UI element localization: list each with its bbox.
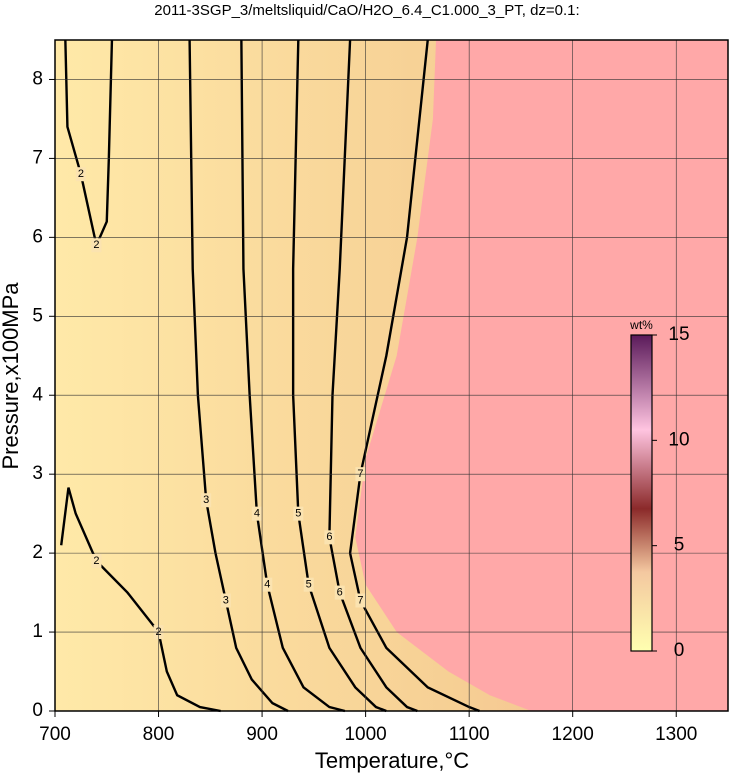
- contour-label-bg: [91, 238, 102, 253]
- contour-line: [60, 487, 221, 713]
- contour-label: 5: [306, 579, 312, 591]
- x-axis-label: Temperature,°C: [315, 748, 469, 773]
- contour-label-bg: [334, 585, 345, 600]
- contour-label: 5: [295, 508, 301, 520]
- contour-label: 4: [264, 579, 270, 591]
- y-axis-label: Pressure,x100MPa: [0, 282, 23, 470]
- colorbar-tick-label: 0: [674, 640, 685, 661]
- colorbar-label: wt%: [629, 318, 653, 332]
- contour-label: 2: [78, 168, 84, 180]
- contour-label-bg: [91, 554, 102, 569]
- y-tick-label: 6: [32, 226, 43, 247]
- contour-label-bg: [324, 530, 335, 545]
- chart-title: 2011-3SGP_3/meltsliquid/CaO/H2O_6.4_C1.0…: [154, 2, 579, 19]
- contour-label-bg: [355, 593, 366, 608]
- colorbar: [630, 334, 653, 652]
- x-tick-label: 1000: [344, 724, 386, 745]
- y-tick-label: 5: [32, 305, 43, 326]
- contour-label-bg: [201, 493, 212, 508]
- y-tick-label: 1: [32, 621, 43, 642]
- contour-line: [348, 39, 480, 713]
- y-tick-label: 7: [32, 147, 43, 168]
- colorbar-tick-label: 5: [674, 535, 685, 556]
- x-tick-label: 1100: [449, 724, 490, 745]
- y-tick-label: 0: [32, 700, 43, 721]
- x-tick-label: 900: [246, 724, 278, 745]
- contour-label: 7: [357, 594, 363, 606]
- y-tick-label: 3: [32, 463, 43, 484]
- contour-label-bg: [293, 506, 304, 521]
- contour-label: 2: [93, 239, 99, 251]
- contour-label: 3: [223, 594, 229, 606]
- contour-label-bg: [75, 167, 86, 182]
- y-tick-label: 2: [32, 542, 43, 563]
- x-tick-label: 1300: [655, 724, 697, 745]
- colorbar-tick-label: 10: [668, 429, 689, 450]
- contour-label: 2: [93, 555, 99, 567]
- y-tick-label: 4: [32, 384, 43, 405]
- x-tick-label: 700: [39, 724, 71, 745]
- x-tick-label: 1200: [552, 724, 594, 745]
- x-tick-label: 800: [143, 724, 175, 745]
- y-tick-label: 8: [32, 68, 43, 89]
- contour-label: 6: [337, 586, 343, 598]
- contour-label: 3: [203, 494, 209, 506]
- plot-frame: [54, 39, 729, 712]
- contour-label-bg: [251, 506, 262, 521]
- contour-label-bg: [220, 593, 231, 608]
- contour-label-bg: [262, 577, 273, 592]
- contour-label: 4: [254, 508, 260, 520]
- contour-label-bg: [303, 577, 314, 592]
- contour-label: 6: [326, 531, 332, 543]
- colorbar-tick-label: 15: [668, 324, 689, 345]
